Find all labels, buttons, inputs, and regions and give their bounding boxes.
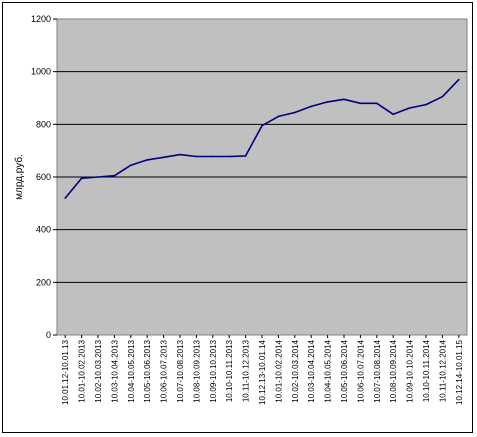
y-tick-label: 1000 xyxy=(31,67,51,77)
data-point xyxy=(343,98,345,101)
data-point xyxy=(359,102,362,105)
data-point xyxy=(244,155,247,157)
x-tick-label: 10.10-10.11.2013 xyxy=(225,339,234,402)
x-tick-label: 10.03-10.04.2014 xyxy=(307,339,316,402)
series-layer xyxy=(64,78,460,199)
x-axis-ticks: 10.01.12-10.01.13 10.01-10.02.2013 10.02-1… xyxy=(61,335,464,405)
data-point xyxy=(376,102,378,105)
y-tick-label: 1200 xyxy=(31,14,51,24)
data-point xyxy=(162,156,165,159)
data-point xyxy=(195,155,198,158)
x-tick-label: 10.12.14-10.01.15 xyxy=(455,339,464,404)
x-tick-label: 10.02-10.03.2013 xyxy=(94,339,103,402)
data-point xyxy=(277,115,280,118)
data-point xyxy=(179,153,181,156)
y-tick-label: 400 xyxy=(36,225,51,235)
gridlines xyxy=(57,71,467,283)
x-tick-label: 10.05-10.06.2014 xyxy=(340,339,349,402)
x-tick-label: 10.04-10.05.2014 xyxy=(324,339,333,402)
data-point xyxy=(97,176,99,178)
data-point xyxy=(130,164,132,166)
data-point xyxy=(212,155,214,158)
x-tick-label: 10.06-10.07.2014 xyxy=(356,339,365,402)
x-tick-label: 10.09-10.10.2014 xyxy=(406,339,415,402)
data-point xyxy=(425,103,427,106)
y-tick-label: 800 xyxy=(36,119,51,129)
data-point xyxy=(294,111,296,114)
data-point xyxy=(261,124,263,127)
x-tick-label: 10.11-10.12.2013 xyxy=(242,339,251,402)
data-point xyxy=(228,155,230,158)
y-tick-label: 200 xyxy=(36,277,51,287)
data-point xyxy=(441,95,444,98)
data-point xyxy=(310,105,313,108)
data-point xyxy=(80,177,83,180)
data-point xyxy=(408,107,411,109)
x-tick-label: 10.07-10.08.2014 xyxy=(373,339,382,402)
y-axis-title: млрд.руб. xyxy=(13,154,25,200)
data-point xyxy=(392,113,395,116)
x-tick-label: 10.08-10.09.2013 xyxy=(192,339,201,402)
data-point xyxy=(146,159,148,161)
x-tick-label: 10.11-10.12.2014 xyxy=(438,339,447,402)
y-tick-label: 600 xyxy=(36,172,51,182)
x-tick-label: 10.01-10.02.2013 xyxy=(78,339,87,402)
x-tick-label: 10.07-10.08.2013 xyxy=(176,339,185,402)
y-tick-label: 0 xyxy=(46,330,51,340)
y-axis-ticks: 0 200 400 600 800 1000 1200 xyxy=(31,14,57,340)
x-tick-label: 10.12.13-10.01.14 xyxy=(258,339,267,404)
x-tick-label: 10.01-10.02.2014 xyxy=(274,339,283,402)
x-tick-label: 10.01.12-10.01.13 xyxy=(61,339,70,404)
x-tick-label: 10.08-10.09.2014 xyxy=(389,339,398,402)
data-point xyxy=(458,78,460,81)
x-tick-label: 10.10-10.11.2014 xyxy=(422,339,431,402)
x-tick-label: 10.09-10.10.2013 xyxy=(209,339,218,402)
data-point xyxy=(64,197,66,199)
x-tick-label: 10.02-10.03.2014 xyxy=(291,339,300,402)
data-point xyxy=(113,174,116,177)
x-tick-label: 10.03-10.04.2013 xyxy=(110,339,119,402)
x-tick-label: 10.04-10.05.2013 xyxy=(127,339,136,402)
x-tick-label: 10.06-10.07.2013 xyxy=(160,339,169,402)
data-point xyxy=(326,101,329,103)
x-tick-label: 10.05-10.06.2013 xyxy=(143,339,152,402)
